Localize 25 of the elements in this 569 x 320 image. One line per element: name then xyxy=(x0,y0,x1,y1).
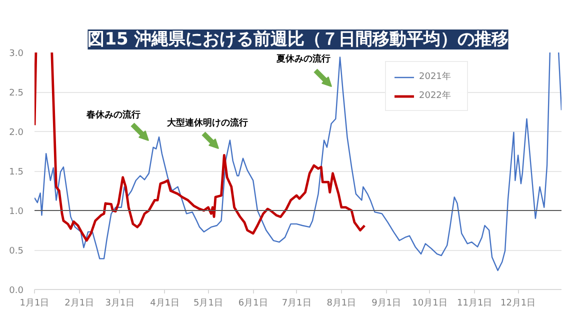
y-tick-label: 3.0 xyxy=(9,49,24,59)
x-tick-label: 9月1日 xyxy=(372,298,402,308)
y-tick-label: 0.5 xyxy=(9,246,24,256)
x-tick-label: 1月1日 xyxy=(20,298,50,308)
x-tick-label: 4月1日 xyxy=(150,298,180,308)
x-tick-label: 7月1日 xyxy=(282,298,312,308)
x-tick-label: 8月1日 xyxy=(326,298,356,308)
x-tick-label: 12月1日 xyxy=(500,298,536,308)
y-tick-label: 2.5 xyxy=(9,88,24,98)
x-tick-label: 11月1日 xyxy=(457,298,492,308)
annotation: 春休みの流行 xyxy=(86,110,140,120)
legend-label: 2021年 xyxy=(419,70,452,83)
y-tick-label: 1.0 xyxy=(9,207,24,217)
annotation: 大型連休明けの流行 xyxy=(167,118,248,128)
legend-label: 2022年 xyxy=(419,90,452,102)
x-tick-label: 3月1日 xyxy=(105,298,135,308)
x-tick-label: 2月1日 xyxy=(64,298,94,308)
y-tick-label: 0.0 xyxy=(9,286,24,296)
y-tick-label: 1.5 xyxy=(9,168,24,178)
annotation: 夏休みの流行 xyxy=(276,54,330,64)
x-tick-label: 10月1日 xyxy=(412,298,448,308)
chart-title: 図15 沖縄県における前週比（７日間移動平均）の推移 xyxy=(88,30,508,50)
x-tick-label: 6月1日 xyxy=(238,298,268,308)
x-tick-label: 5月1日 xyxy=(194,298,223,308)
y-tick-label: 2.0 xyxy=(9,128,24,138)
